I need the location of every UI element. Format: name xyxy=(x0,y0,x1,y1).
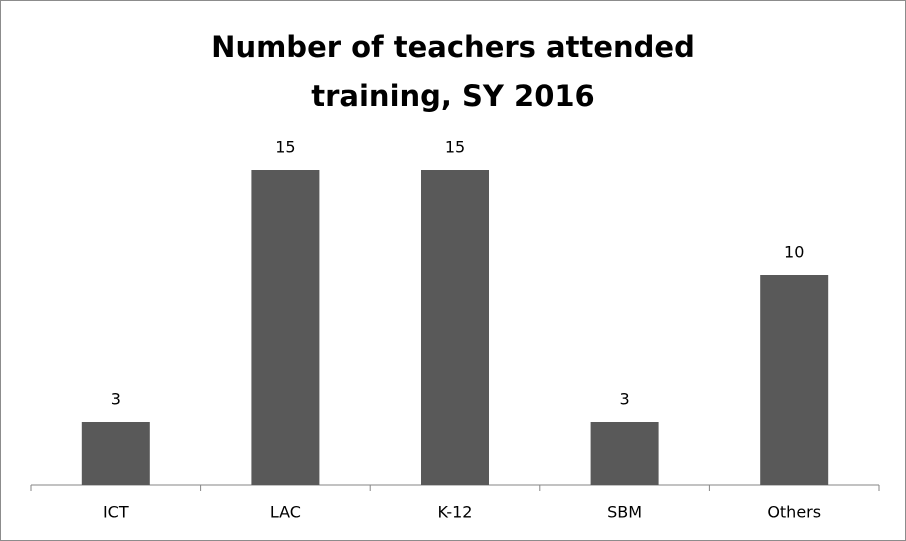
data-label: 10 xyxy=(784,243,804,262)
x-tick-label: K-12 xyxy=(438,503,473,522)
data-label: 15 xyxy=(275,138,295,157)
bar xyxy=(81,422,150,485)
data-label: 3 xyxy=(620,390,630,409)
x-tick-label: LAC xyxy=(270,503,301,522)
bar xyxy=(590,422,659,485)
x-tick-label: Others xyxy=(767,503,821,522)
data-label: 3 xyxy=(111,390,121,409)
bar xyxy=(421,170,489,485)
x-tick-label: SBM xyxy=(607,503,642,522)
x-tick-label: ICT xyxy=(103,503,129,522)
chart-title-box: Number of teachers attended training, SY… xyxy=(1,23,905,121)
bar xyxy=(760,275,829,485)
chart-title: Number of teachers attended training, SY… xyxy=(211,30,695,113)
data-label: 15 xyxy=(445,138,465,157)
bar xyxy=(251,170,320,485)
